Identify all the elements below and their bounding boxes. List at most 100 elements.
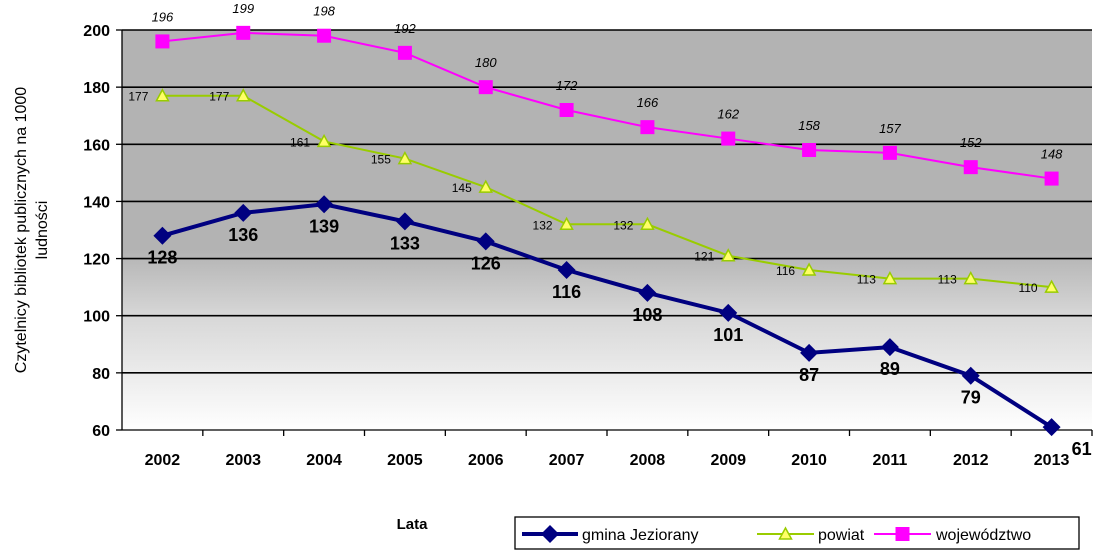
- data-label: 132: [533, 218, 553, 232]
- diamond-marker: [961, 366, 980, 385]
- data-label: 199: [232, 1, 254, 16]
- series-gmina-jeziorany: 128 136 139 133 126 116 108 101 87 89 79 61: [147, 195, 1092, 459]
- data-label: 128: [147, 248, 177, 268]
- triangle-marker: [640, 216, 655, 231]
- triangle-marker: [559, 216, 574, 231]
- y-axis-label-line-1: Czytelnicy bibliotek publicznych na 1000: [13, 87, 30, 373]
- data-label: 198: [313, 4, 335, 19]
- data-label: 152: [960, 135, 982, 150]
- x-tick-label: 2011: [873, 452, 908, 469]
- x-tick-label: 2006: [468, 452, 504, 469]
- diamond-marker: [557, 261, 576, 279]
- data-label: 166: [637, 95, 659, 110]
- y-tick-label: 180: [83, 80, 110, 97]
- data-label: 133: [390, 233, 420, 253]
- series-line: [161, 202, 1053, 429]
- diamond-marker: [638, 283, 657, 302]
- data-label: 158: [798, 118, 820, 133]
- legend-item: powiat: [757, 526, 865, 544]
- square-marker: [882, 145, 897, 160]
- y-tick-label: 80: [92, 366, 110, 383]
- diamond-marker: [719, 303, 738, 322]
- diamond-marker: [1042, 418, 1061, 437]
- x-tick-labels: 2002 2003 2004 2005 2006 2007 2008 2009 2010 2011…: [145, 452, 1070, 469]
- series-group: 128 136 139 133 126 116 108 101 87 89 79 61 177 177 16…: [128, 1, 1091, 459]
- square-marker: [802, 143, 817, 157]
- triangle-marker: [778, 526, 793, 540]
- data-label: 157: [879, 121, 901, 136]
- triangle-marker: [235, 88, 251, 102]
- data-label: 148: [1041, 147, 1063, 162]
- y-axis-label-line-2: ludności: [34, 201, 51, 260]
- x-axis-label: Lata: [397, 516, 429, 533]
- square-marker: [236, 25, 251, 40]
- square-marker: [155, 34, 170, 49]
- triangle-marker: [478, 179, 494, 193]
- legend-label: gmina Jeziorany: [582, 527, 699, 544]
- diamond-marker: [541, 525, 559, 543]
- diamond-marker: [800, 343, 819, 362]
- data-label: 79: [961, 388, 981, 408]
- x-tick-label: 2003: [225, 452, 261, 469]
- triangle-marker: [882, 271, 898, 285]
- gridlines: [116, 29, 1092, 431]
- y-tick-labels: 60 80 100 120 140 160 180 200: [83, 23, 110, 440]
- x-tick-label: 2010: [791, 452, 827, 469]
- data-label: 110: [1018, 281, 1037, 295]
- data-label: 132: [613, 218, 633, 232]
- data-label: 162: [717, 107, 739, 122]
- legend-item: gmina Jeziorany: [522, 525, 699, 544]
- triangle-marker: [963, 271, 979, 285]
- diamond-marker: [476, 232, 495, 251]
- y-tick-label: 60: [92, 423, 110, 440]
- square-marker: [397, 45, 412, 60]
- square-marker: [559, 103, 574, 117]
- data-label: 172: [556, 78, 578, 93]
- data-label: 145: [452, 181, 472, 195]
- x-tick-label: 2005: [387, 452, 423, 469]
- data-label: 116: [776, 264, 795, 278]
- data-label: 155: [371, 153, 391, 167]
- x-tick-label: 2002: [145, 452, 181, 469]
- y-tick-label: 140: [83, 194, 110, 211]
- x-tick-label: 2012: [953, 452, 989, 469]
- data-label: 121: [694, 250, 714, 264]
- square-marker: [317, 28, 332, 43]
- triangle-marker: [316, 133, 332, 148]
- x-tick-label: 2008: [630, 452, 666, 469]
- triangle-marker: [1044, 279, 1059, 293]
- y-axis-label: Czytelnicy bibliotek publicznych na 1000…: [13, 87, 51, 373]
- data-label: 116: [552, 282, 581, 302]
- x-tick-label: 2013: [1034, 452, 1070, 469]
- y-tick-label: 200: [83, 23, 110, 40]
- legend-label: województwo: [935, 527, 1031, 544]
- legend-item: województwo: [874, 527, 1031, 544]
- data-label: 192: [394, 21, 416, 36]
- legend-label: powiat: [818, 527, 865, 544]
- x-tick-label: 2007: [549, 452, 585, 469]
- data-label: 177: [209, 90, 229, 104]
- series-line: [162, 31, 1052, 180]
- data-label: 177: [128, 90, 148, 104]
- triangle-marker: [801, 262, 817, 276]
- data-label: 113: [857, 273, 876, 287]
- x-tick-label: 2009: [710, 452, 746, 469]
- diamond-marker: [395, 212, 414, 231]
- data-label: 113: [938, 273, 957, 287]
- square-marker: [895, 527, 910, 541]
- diamond-marker: [234, 203, 253, 222]
- data-label: 136: [228, 225, 258, 245]
- data-label: 87: [799, 365, 819, 385]
- square-marker: [640, 120, 655, 135]
- series-województwo: 196 199 198 192 180 172 166 162 158 157 152 148: [152, 1, 1063, 186]
- y-tick-label: 100: [83, 309, 110, 326]
- triangle-marker: [155, 88, 170, 102]
- triangle-marker: [397, 151, 413, 165]
- data-label: 61: [1072, 439, 1092, 459]
- data-label: 161: [290, 135, 310, 149]
- data-label: 180: [475, 55, 497, 70]
- series-powiat: 177 177 161 155 145 132 132 121 116 113 113 110: [128, 88, 1059, 295]
- diamond-marker: [315, 195, 334, 214]
- x-tick-label: 2004: [306, 452, 342, 469]
